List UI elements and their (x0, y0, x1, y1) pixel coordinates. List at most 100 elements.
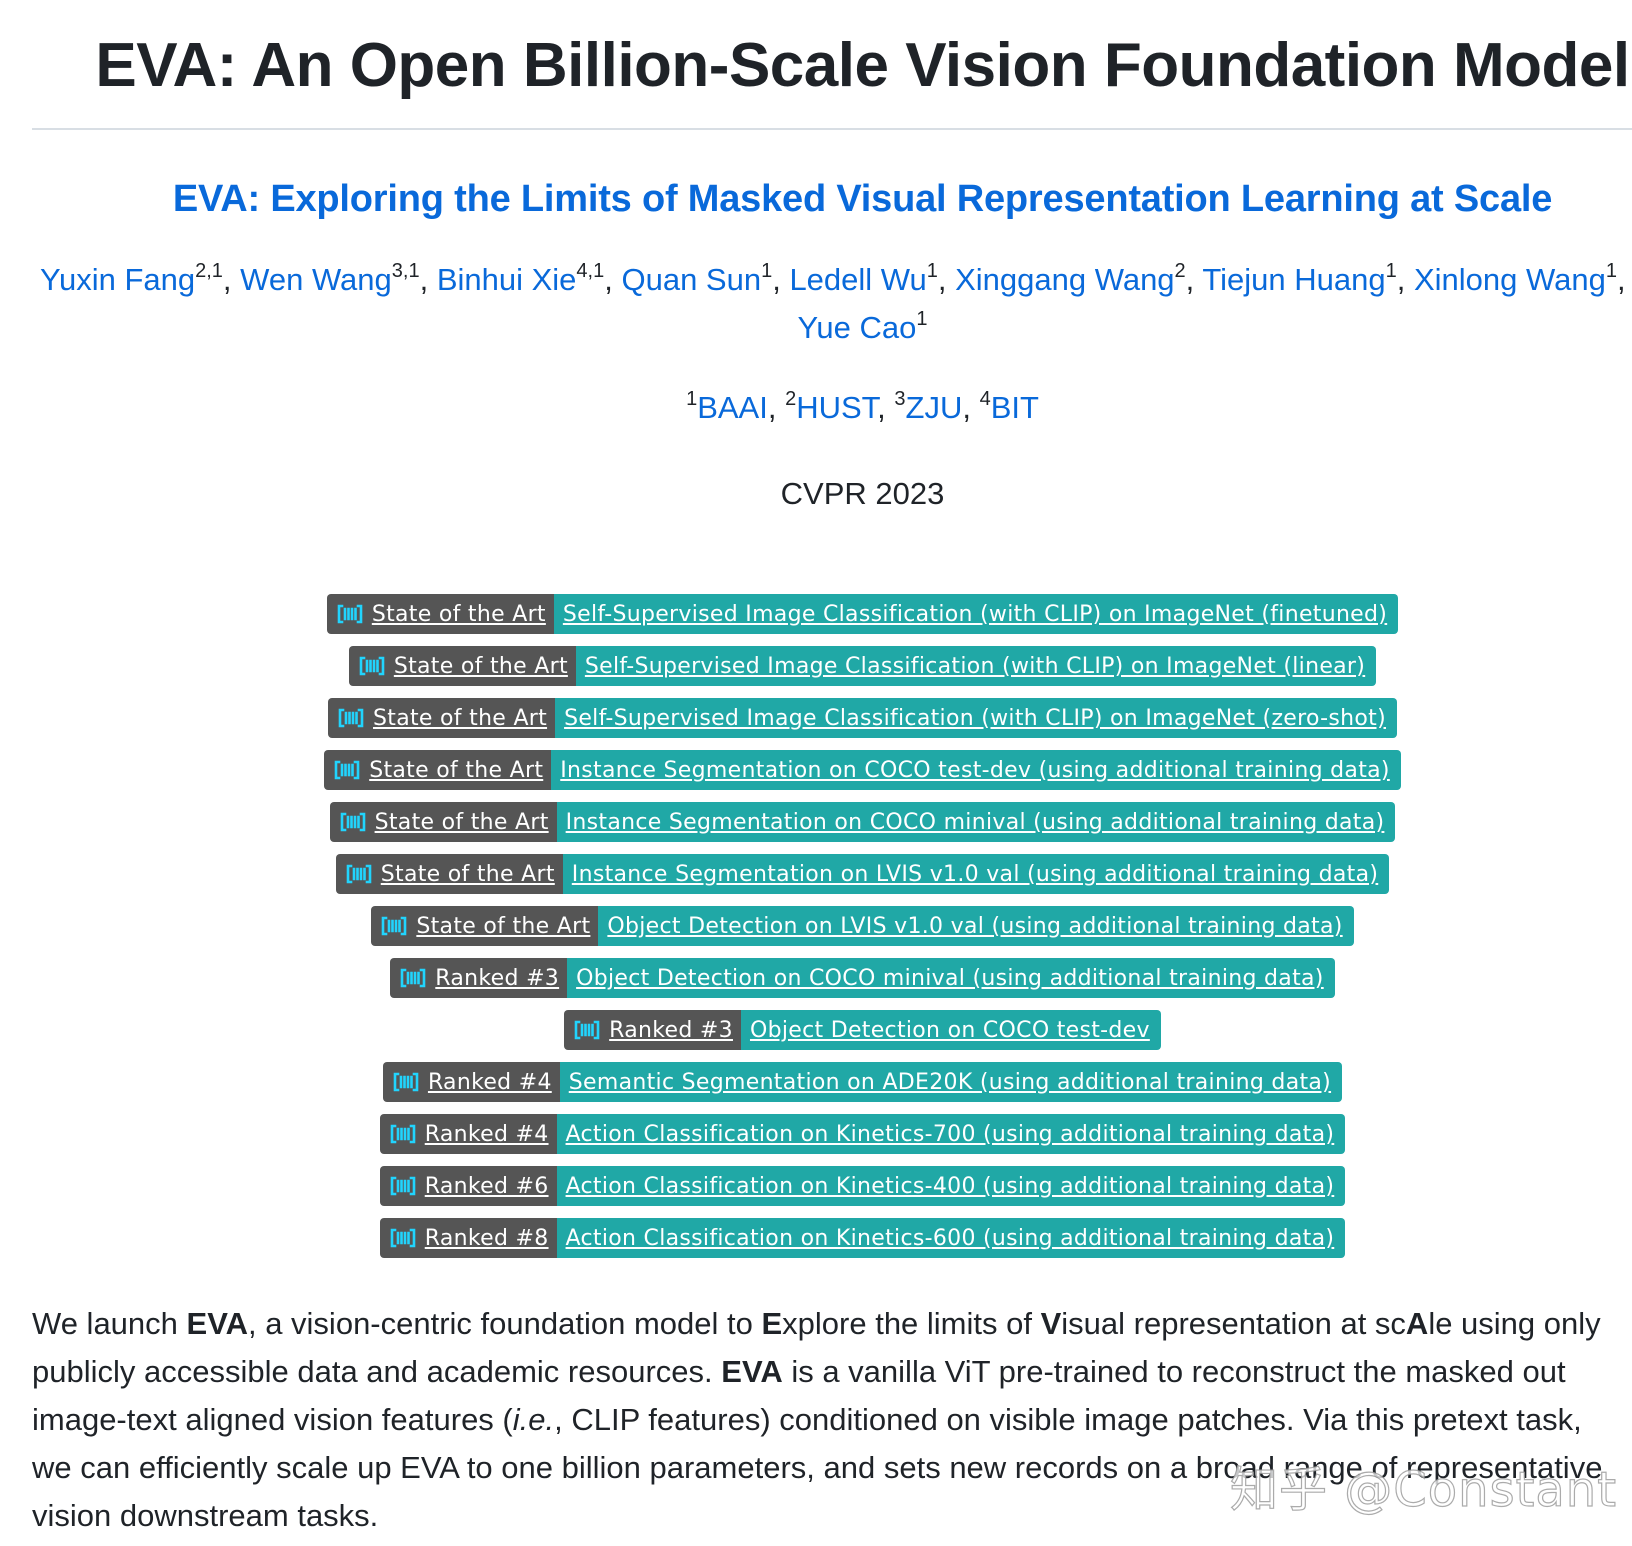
author-separator: , (937, 262, 956, 297)
badge-task-label: Self-Supervised Image Classification (wi… (575, 646, 1377, 686)
pwc-badge[interactable]: State of the Art Self-Supervised Image Cl… (326, 594, 1399, 634)
abstract-text: , CLIP features) conditioned on visible … (554, 1402, 1582, 1437)
badge-task-label: Object Detection on COCO test-dev (740, 1010, 1161, 1050)
affiliation-link[interactable]: BAAI (697, 390, 768, 425)
badge-status-label: Ranked #3 (609, 1017, 733, 1043)
abstract-emphasis: E (761, 1306, 783, 1341)
badge-row: Ranked #8 Action Classification on Kineti… (0, 1218, 1632, 1270)
abstract-emphasis: V (1040, 1306, 1062, 1341)
abstract-emphasis: A (1405, 1306, 1429, 1341)
author-link[interactable]: Yuxin Fang (40, 262, 196, 297)
badge-row: State of the Art Object Detection on LVIS… (0, 906, 1632, 958)
badge-task-label: Action Classification on Kinetics-400 (u… (556, 1166, 1346, 1206)
affiliation-number: 3 (894, 388, 906, 410)
badge-status-label: State of the Art (369, 757, 544, 783)
abstract-text: vision downstream tasks. (32, 1498, 379, 1533)
badge-status: State of the Art (329, 802, 557, 842)
abstract-text: is a vanilla ViT pre-trained to reconstr… (782, 1354, 1566, 1389)
author-link[interactable]: Xinlong Wang (1413, 262, 1606, 297)
badge-status: Ranked #4 (379, 1114, 557, 1154)
pwc-badge[interactable]: Ranked #4 Action Classification on Kineti… (379, 1114, 1346, 1154)
affiliation-number: 2 (785, 388, 797, 410)
badge-task-label: Instance Segmentation on LVIS v1.0 val (… (562, 854, 1390, 894)
badge-status-label: State of the Art (393, 653, 568, 679)
badge-status: State of the Art (371, 906, 599, 946)
author-link[interactable]: Wen Wang (240, 262, 392, 297)
badge-status-label: State of the Art (416, 913, 591, 939)
author-affiliation-marker: 1 (916, 308, 928, 330)
pwc-badge[interactable]: State of the Art Instance Segmentation on… (335, 854, 1390, 894)
papers-with-code-icon (337, 603, 363, 625)
pwc-badge[interactable]: Ranked #3 Object Detection on COCO test-d… (564, 1010, 1161, 1050)
author-separator: , (1616, 262, 1626, 297)
pwc-badge[interactable]: Ranked #8 Action Classification on Kineti… (379, 1218, 1346, 1258)
author-affiliation-marker: 1 (1605, 260, 1617, 282)
abstract-text: publicly accessible data and academic re… (32, 1354, 722, 1389)
badge-status-label: State of the Art (374, 809, 549, 835)
papers-with-code-icon (574, 1019, 600, 1041)
abstract-italic: i.e. (512, 1402, 555, 1437)
papers-with-code-icon (338, 707, 364, 729)
badge-status-label: Ranked #4 (427, 1069, 552, 1095)
badge-status-label: State of the Art (371, 601, 546, 627)
badge-task-label: Action Classification on Kinetics-700 (u… (556, 1114, 1346, 1154)
papers-with-code-icon (381, 915, 407, 937)
author-separator: , (419, 262, 437, 297)
abstract-emphasis: EVA (186, 1306, 248, 1341)
pwc-badge[interactable]: Ranked #3 Object Detection on COCO miniva… (390, 958, 1335, 998)
paper-title-link[interactable]: EVA: Exploring the Limits of Masked Visu… (0, 178, 1632, 221)
badge-status: Ranked #3 (564, 1010, 741, 1050)
author-affiliation-marker: 2 (1174, 260, 1186, 282)
pwc-badge[interactable]: State of the Art Instance Segmentation on… (329, 802, 1396, 842)
pwc-badge[interactable]: State of the Art Object Detection on LVIS… (371, 906, 1354, 946)
abstract-text: isual representation at sc (1061, 1306, 1406, 1341)
author-affiliation-marker: 3,1 (391, 260, 420, 282)
abstract-line: we can efficiently scale up EVA to one b… (32, 1444, 1632, 1492)
affiliation-separator: , (962, 390, 980, 425)
affiliation-number: 1 (686, 388, 698, 410)
papers-with-code-icon (400, 967, 426, 989)
badge-status-label: Ranked #3 (435, 965, 560, 991)
author-link[interactable]: Tiejun Huang (1202, 262, 1386, 297)
author-separator: , (1185, 262, 1203, 297)
pwc-badge[interactable]: State of the Art Self-Supervised Image Cl… (328, 698, 1397, 738)
author-affiliation-marker: 1 (761, 260, 773, 282)
author-link[interactable]: Xinggang Wang (955, 262, 1175, 297)
badge-status: State of the Art (348, 646, 576, 686)
badge-task-label: Instance Segmentation on COCO test-dev (… (551, 750, 1401, 790)
pwc-badge[interactable]: State of the Art Instance Segmentation on… (324, 750, 1401, 790)
author-link[interactable]: Ledell Wu (789, 262, 927, 297)
badge-task-label: Action Classification on Kinetics-600 (u… (556, 1218, 1346, 1258)
author-separator: , (222, 262, 241, 297)
badge-status-label: State of the Art (380, 861, 555, 887)
affiliation-link[interactable]: BIT (990, 390, 1039, 425)
badge-status-label: Ranked #4 (424, 1121, 549, 1147)
author-link[interactable]: Quan Sun (621, 262, 762, 297)
affiliation-link[interactable]: ZJU (905, 390, 963, 425)
paper-title-text[interactable]: EVA: Exploring the Limits of Masked Visu… (172, 178, 1553, 220)
affiliation-separator: , (877, 390, 895, 425)
author-list-continued: Yue Cao1 (0, 308, 1632, 346)
abstract-line: publicly accessible data and academic re… (32, 1348, 1632, 1396)
pwc-badge[interactable]: Ranked #4 Semantic Segmentation on ADE20K… (382, 1062, 1343, 1102)
abstract-text: We launch (32, 1306, 187, 1341)
author-link[interactable]: Yue Cao (797, 310, 917, 345)
badge-row: State of the Art Instance Segmentation on… (0, 854, 1632, 906)
pwc-badge[interactable]: Ranked #6 Action Classification on Kineti… (379, 1166, 1346, 1206)
venue: CVPR 2023 (780, 476, 945, 511)
abstract-text: le using only (1428, 1306, 1601, 1341)
badge-row: Ranked #3 Object Detection on COCO miniva… (0, 958, 1632, 1010)
badge-task-label: Instance Segmentation on COCO minival (u… (556, 802, 1396, 842)
abstract-text: we can efficiently scale up EVA to one b… (32, 1450, 1603, 1485)
badge-status-label: State of the Art (373, 705, 548, 731)
author-link[interactable]: Binhui Xie (436, 262, 577, 297)
badge-status-label: Ranked #6 (424, 1173, 549, 1199)
badge-task-label: Self-Supervised Image Classification (wi… (555, 698, 1397, 738)
badge-task-label: Self-Supervised Image Classification (wi… (553, 594, 1399, 634)
badge-row: Ranked #4 Action Classification on Kineti… (0, 1114, 1632, 1166)
pwc-badge[interactable]: State of the Art Self-Supervised Image Cl… (348, 646, 1377, 686)
badge-status: Ranked #3 (390, 958, 568, 998)
badge-row: State of the Art Self-Supervised Image Cl… (0, 594, 1632, 646)
badge-row: Ranked #4 Semantic Segmentation on ADE20K… (0, 1062, 1632, 1114)
affiliation-link[interactable]: HUST (796, 390, 878, 425)
